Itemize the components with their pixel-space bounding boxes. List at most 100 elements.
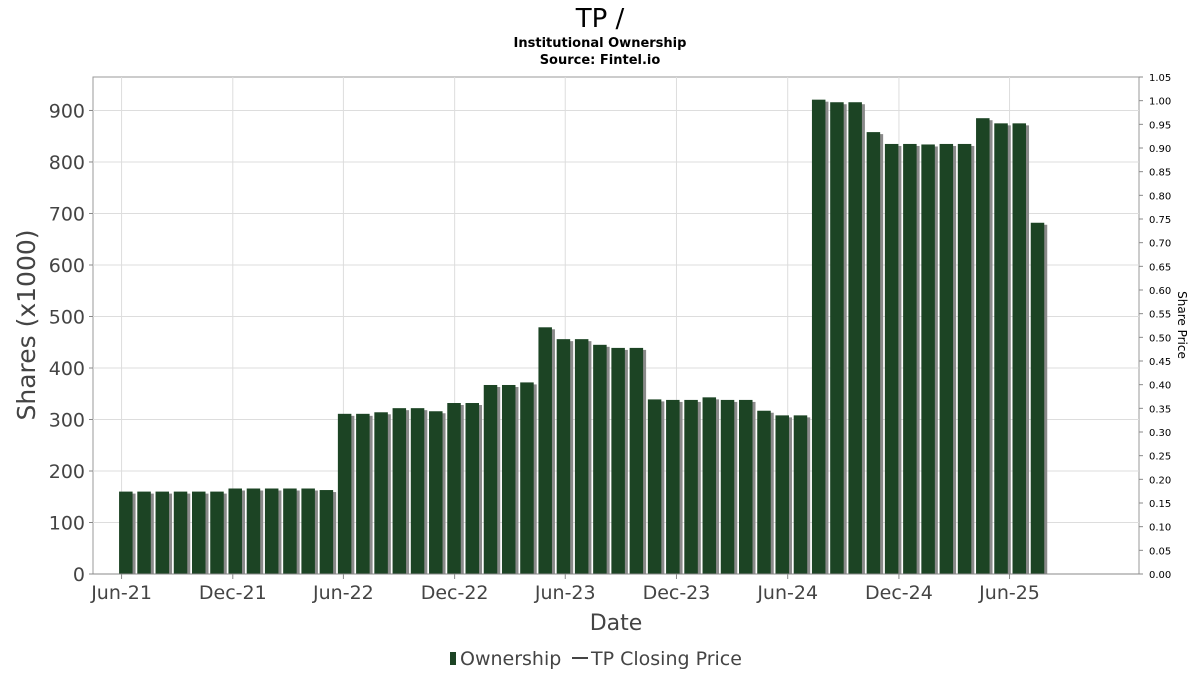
ownership-bar <box>1030 222 1045 575</box>
y2-tick-label: 0.80 <box>1149 191 1171 202</box>
y2-axis-label: Share Price <box>1175 291 1189 359</box>
y2-tick-label: 0.90 <box>1149 144 1171 155</box>
chart-title: TP / <box>575 4 625 34</box>
ownership-bar <box>702 397 717 574</box>
chart-subtitle: Institutional Ownership <box>514 36 687 51</box>
ownership-bar <box>666 399 680 574</box>
ownership-bar <box>356 413 370 574</box>
ownership-bar <box>757 410 771 574</box>
y2-tick-label: 0.00 <box>1149 570 1171 581</box>
ownership-bar <box>301 488 315 574</box>
ownership-bar <box>921 144 935 575</box>
ownership-bar <box>793 415 808 574</box>
ownership-bar <box>337 413 352 574</box>
ownership-bar <box>775 415 789 574</box>
y2-tick-label: 0.05 <box>1149 546 1171 557</box>
y2-tick-label: 0.85 <box>1149 168 1171 179</box>
y-axis-label: Shares (x1000) <box>12 229 41 420</box>
legend-ownership-label: Ownership <box>460 648 561 670</box>
y2-tick-label: 0.50 <box>1149 333 1171 344</box>
ownership-bar <box>137 491 151 574</box>
y2-tick-label: 1.00 <box>1149 97 1171 108</box>
x-tick-label: Jun-23 <box>534 582 596 604</box>
ownership-bar <box>246 488 261 574</box>
ownership-bar <box>830 102 844 574</box>
ownership-bar <box>811 99 826 575</box>
ownership-bar <box>593 344 607 574</box>
x-tick-label: Jun-22 <box>312 582 374 604</box>
ownership-bar <box>173 491 188 574</box>
ownership-bar <box>957 143 972 574</box>
y2-tick-label: 0.15 <box>1149 499 1171 510</box>
ownership-bar <box>739 399 753 574</box>
ownership-bar <box>538 327 552 574</box>
ownership-bar <box>939 143 954 574</box>
y2-tick-label: 0.70 <box>1149 239 1171 250</box>
ownership-bar <box>720 399 735 574</box>
ownership-bars <box>119 99 1048 575</box>
ownership-bar <box>374 412 388 574</box>
ownership-bar <box>994 123 1008 575</box>
y-axis-ticks: 0 100 200 300 400 500 600 700 800 900 <box>49 100 93 586</box>
y2-axis-ticks: 0.00 0.05 0.10 0.15 0.20 0.25 0.30 0.35 0.40 0.45… <box>1139 73 1171 581</box>
y-tick-label: 700 <box>49 203 85 225</box>
ownership-bar <box>210 491 224 574</box>
ownership-bar <box>684 399 698 574</box>
ownership-bar <box>483 384 498 574</box>
y2-tick-label: 0.60 <box>1149 286 1171 297</box>
y2-tick-label: 0.75 <box>1149 215 1171 226</box>
ownership-bar <box>629 347 644 574</box>
y-tick-label: 300 <box>49 409 85 431</box>
y2-tick-label: 0.40 <box>1149 381 1171 392</box>
x-axis-ticks: Jun-21 Dec-21 Jun-22 Dec-22 Jun-23 Dec-23 Jun-… <box>90 574 1040 604</box>
y2-tick-label: 0.95 <box>1149 120 1171 131</box>
ownership-bar <box>520 382 534 574</box>
ownership-bar <box>429 411 443 574</box>
legend-price-label: TP Closing Price <box>590 648 742 670</box>
legend: Ownership TP Closing Price <box>450 648 742 670</box>
y-tick-label: 100 <box>49 512 85 534</box>
ownership-bar <box>119 491 133 574</box>
ownership-bar <box>903 143 917 574</box>
y2-tick-label: 0.25 <box>1149 452 1171 463</box>
y2-tick-label: 0.30 <box>1149 428 1171 439</box>
x-tick-label: Jun-25 <box>978 582 1040 604</box>
x-tick-label: Jun-24 <box>756 582 818 604</box>
y-tick-label: 900 <box>49 100 85 122</box>
y-tick-label: 400 <box>49 358 85 380</box>
ownership-bar <box>501 384 516 574</box>
x-tick-label: Dec-21 <box>199 582 267 604</box>
y2-tick-label: 0.55 <box>1149 310 1171 321</box>
ownership-bar <box>264 488 279 574</box>
y-tick-label: 800 <box>49 152 85 174</box>
ownership-bar <box>611 347 625 574</box>
ownership-bar <box>410 408 425 574</box>
y2-tick-label: 0.20 <box>1149 475 1171 486</box>
x-tick-label: Jun-21 <box>90 582 152 604</box>
x-tick-label: Dec-23 <box>643 582 711 604</box>
ownership-bar <box>556 339 571 574</box>
x-tick-label: Dec-22 <box>421 582 489 604</box>
ownership-bar <box>319 490 334 574</box>
ownership-bar <box>976 118 990 574</box>
ownership-bar <box>392 408 407 574</box>
ownership-bar <box>465 403 480 574</box>
y2-tick-label: 0.65 <box>1149 262 1171 273</box>
y2-tick-label: 0.35 <box>1149 404 1171 415</box>
y2-tick-label: 0.10 <box>1149 523 1171 534</box>
y2-tick-label: 1.05 <box>1149 73 1171 84</box>
ownership-bar <box>228 488 242 574</box>
ownership-bar <box>283 488 297 574</box>
ownership-bar <box>884 143 899 574</box>
ownership-bar <box>848 102 862 574</box>
y-tick-label: 500 <box>49 306 85 328</box>
ownership-bar <box>447 403 461 574</box>
chart-source: Source: Fintel.io <box>540 53 661 68</box>
ownership-bar <box>866 132 881 574</box>
x-axis-label: Date <box>590 611 643 636</box>
ownership-bar <box>192 491 206 574</box>
y-tick-label: 0 <box>73 564 85 586</box>
legend-ownership-swatch <box>450 652 456 665</box>
ownership-bar <box>155 491 170 574</box>
